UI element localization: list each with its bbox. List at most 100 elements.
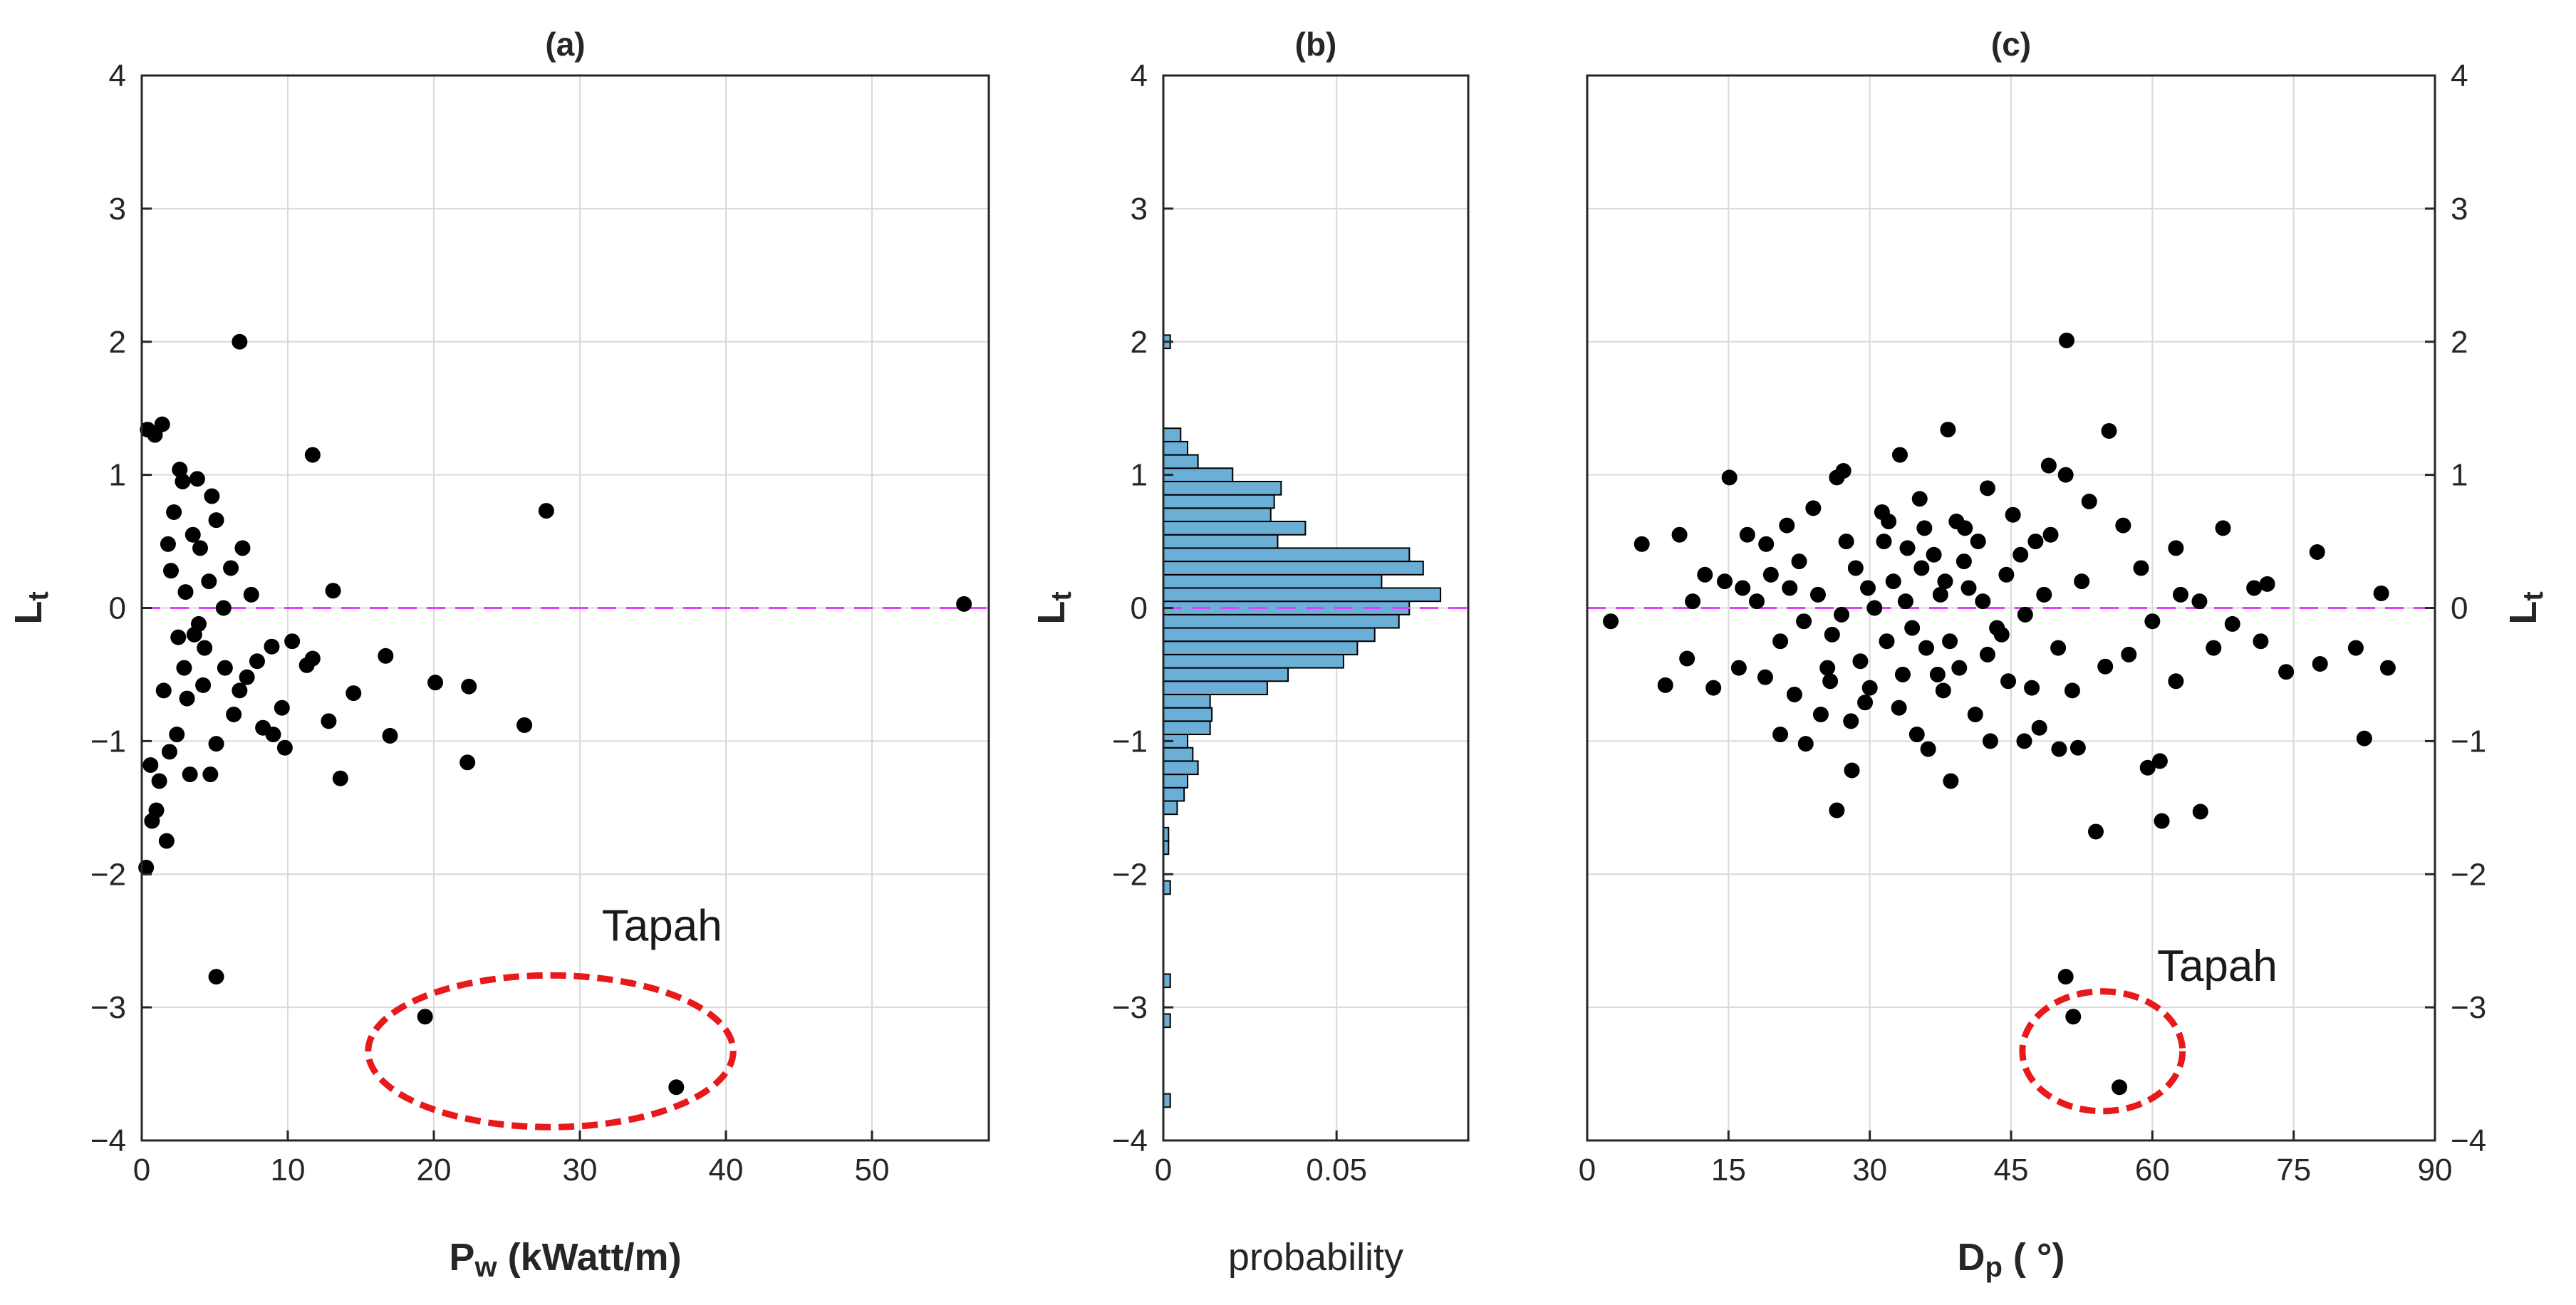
panel-a-point (208, 512, 224, 529)
panel-b-bar (1163, 747, 1194, 762)
panel-c-point (1838, 534, 1854, 550)
panel-c-point (1829, 469, 1845, 486)
panel-a-point (332, 770, 348, 786)
panel-c-point (1879, 633, 1895, 650)
panel-a-point (461, 678, 477, 695)
panel-a-point (298, 657, 315, 673)
panel-c-point (2050, 640, 2067, 656)
panel-c-point (1975, 593, 1991, 610)
panel-c-point (1866, 600, 1883, 616)
panel-c-point (1857, 695, 1874, 711)
panel-c-point (1730, 660, 1747, 676)
panel-c-point (1897, 593, 1913, 610)
panel-b-xlabel: probability (1228, 1236, 1403, 1279)
panel-a-point (202, 766, 219, 783)
panel-b-bar (1163, 534, 1279, 549)
panel-c-point (1913, 560, 1930, 576)
panel-c-ylabel-sub: t (2518, 591, 2549, 600)
panel-c-point (2168, 540, 2184, 556)
panel-b-bar (1163, 680, 1268, 695)
panel-a-point (192, 540, 208, 556)
panel-a-point (223, 560, 239, 576)
panel-a-xlabel-rest: (kWatt/m) (497, 1236, 682, 1279)
panel-c-point (2278, 664, 2295, 680)
panel-c-point (2139, 759, 2156, 776)
panel-a-point (177, 584, 194, 600)
panel-c-point (2151, 753, 2168, 769)
panel-c-point (2017, 606, 2033, 623)
panel-c-xtick-label: 0 (1579, 1153, 1596, 1187)
panel-a-point (264, 638, 280, 655)
panel-a-point (148, 802, 165, 818)
panel-c-point (1685, 593, 1701, 610)
panel-c-ytick-label: 0 (2451, 591, 2468, 626)
panel-c-point (1791, 553, 1807, 570)
panel-b-bar (1163, 427, 1182, 442)
panel-c-point (2373, 585, 2389, 601)
panel-a-xlabel-sub: w (474, 1252, 497, 1283)
panel-c-point (2057, 467, 2074, 483)
panel-c-point (1929, 666, 1946, 682)
panel-c-point (1758, 536, 1775, 552)
panel-b-bar (1163, 573, 1383, 589)
panel-b-bar (1163, 521, 1307, 536)
panel-c-point (2356, 730, 2372, 747)
panel-b-bar (1163, 640, 1359, 655)
panel-c-point (1735, 580, 1751, 596)
panel-a-title: (a) (545, 26, 585, 63)
panel-c-point (1852, 653, 1869, 670)
panel-c-point (1942, 633, 1958, 650)
panel-c-annotation: Tapah (2157, 942, 2278, 991)
panel-c-point (1749, 593, 1765, 610)
panel-c-point (1805, 500, 1822, 516)
panel-a-ytick-label: −2 (90, 857, 126, 892)
panel-c-point (2065, 1009, 2082, 1025)
panel-a-point (321, 713, 337, 729)
panel-c-point (1762, 566, 1779, 583)
panel-c-ytick-label: −1 (2451, 724, 2486, 759)
panel-c-annotation-ellipse (2019, 988, 2186, 1115)
panel-b-bar (1163, 587, 1442, 603)
panel-c-point (2057, 969, 2074, 985)
panel-c-point (2253, 633, 2269, 650)
panel-c-point (1772, 633, 1789, 650)
panel-c-point (1829, 802, 1845, 818)
panel-c-point (1935, 682, 1951, 699)
panel-c-point (1757, 669, 1773, 685)
panel-a-point (208, 736, 224, 752)
panel-c-point (2042, 526, 2059, 543)
panel-c-point (1937, 573, 1953, 590)
panel-c-point (1860, 580, 1876, 596)
panel-c-point (2005, 506, 2021, 523)
panel-a-point (163, 563, 179, 579)
panel-c-point (2168, 673, 2184, 690)
panel-c-point (1772, 727, 1789, 743)
panel-a-xtick-label: 30 (563, 1153, 598, 1187)
panel-c-point (2051, 741, 2067, 757)
panel-a-point (346, 685, 362, 702)
panel-a-ylabel-sub: t (23, 591, 54, 600)
panel-c-point (2206, 640, 2222, 656)
panel-a-point (170, 629, 187, 645)
panel-a-point (151, 773, 167, 789)
panel-c-point (1844, 762, 1860, 779)
panel-a-point (172, 462, 188, 478)
panel-c-point (2016, 733, 2032, 749)
panel-a-point (215, 600, 232, 616)
panel-a-xlabel-main: P (449, 1236, 474, 1279)
panel-b-bar (1163, 494, 1275, 509)
panel-c-ytick-label: 2 (2451, 325, 2468, 360)
panel-b-bar (1163, 627, 1376, 643)
panel-c-point (1948, 514, 1965, 530)
panel-c-point (2121, 646, 2137, 662)
panel-c-point (1943, 773, 1959, 789)
panel-c-point (1932, 586, 1948, 603)
panel-a-point (255, 719, 271, 736)
panel-c-ylabel-main: L (2502, 601, 2545, 625)
panel-a-point (956, 596, 972, 612)
panel-c-point (1970, 534, 1986, 550)
panel-a-annotation: Tapah (602, 902, 722, 951)
panel-c-xtick-label: 15 (1711, 1153, 1746, 1187)
panel-c-xtick-label: 90 (2418, 1153, 2453, 1187)
panel-a-xtick-label: 10 (271, 1153, 306, 1187)
